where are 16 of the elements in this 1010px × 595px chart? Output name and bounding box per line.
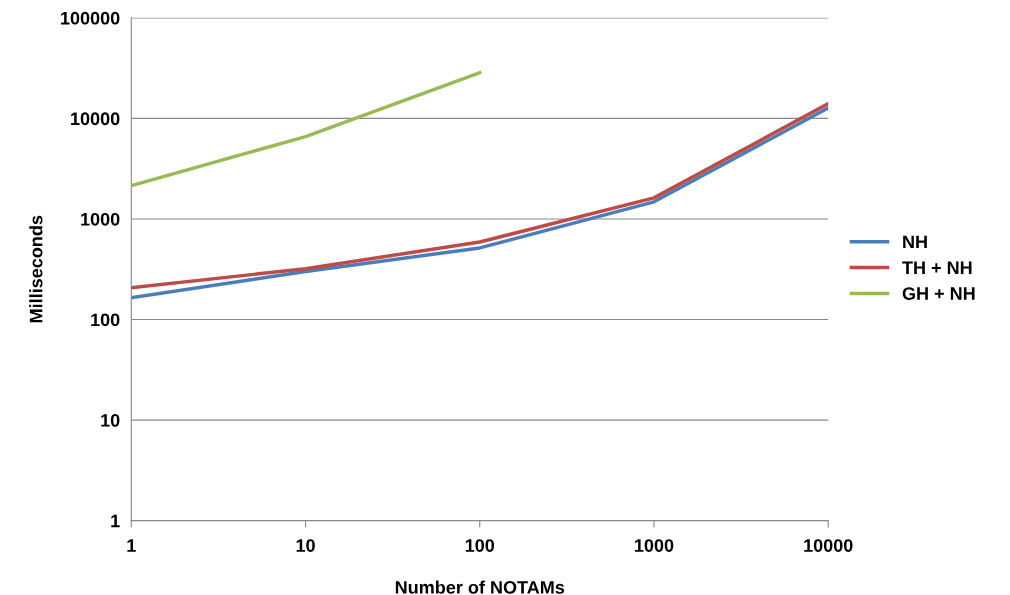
legend-label: GH + NH (902, 287, 975, 300)
x-tick-label: 1 (127, 539, 136, 552)
x-tick-label: 100 (465, 539, 495, 552)
x-tick-label: 10 (296, 539, 315, 552)
y-tick-label: 100000 (61, 11, 120, 25)
x-tick-label: 1000 (635, 539, 674, 552)
y-tick-label: 1000 (81, 212, 120, 226)
y-tick-label: 10000 (71, 112, 120, 126)
y-tick-label: 100 (91, 313, 120, 327)
y-tick-label: 10 (101, 414, 120, 427)
legend-label: TH + NH (902, 261, 972, 274)
x-tick-label: 10000 (804, 539, 853, 552)
y-tick-label: 1 (111, 514, 120, 528)
y-axis-title: Milliseconds (29, 215, 43, 323)
x-axis-title: Number of NOTAMs (395, 580, 565, 594)
legend-label: NH (903, 235, 927, 249)
